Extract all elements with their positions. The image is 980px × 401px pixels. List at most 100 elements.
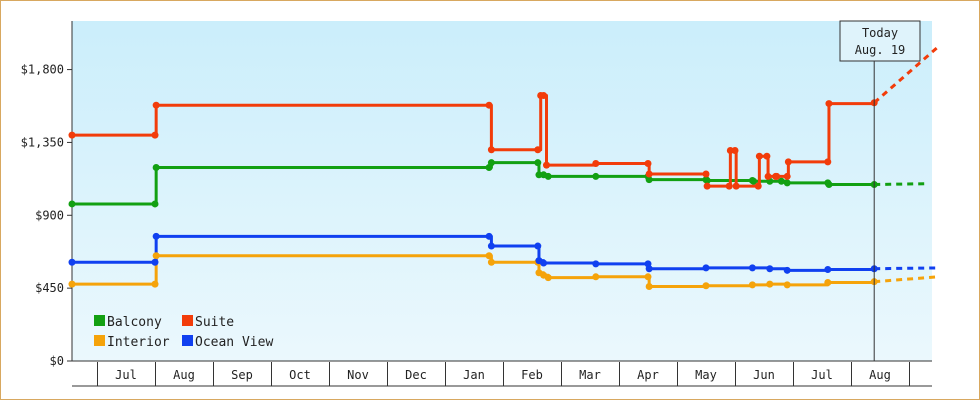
x-tick-label: Aug (173, 368, 195, 382)
data-point (773, 172, 781, 180)
data-point (152, 101, 160, 109)
data-point (544, 172, 552, 180)
x-tick-label: Jul (811, 368, 833, 382)
today-date-label: Aug. 19 (855, 43, 906, 57)
y-tick-label: $1,800 (21, 63, 64, 77)
data-point (151, 258, 159, 266)
data-point (783, 281, 791, 289)
data-point (702, 264, 710, 272)
series-forecast-line (874, 182, 927, 187)
data-point (755, 152, 763, 160)
data-point (151, 200, 159, 208)
data-point (702, 170, 710, 178)
data-point (485, 232, 493, 240)
data-point (487, 159, 495, 167)
data-point (68, 131, 76, 139)
data-point (151, 131, 159, 139)
series-forecast-line (873, 45, 939, 104)
data-point (151, 280, 159, 288)
x-tick-label: Dec (405, 368, 427, 382)
data-point (487, 258, 495, 266)
data-point (645, 283, 653, 291)
x-tick-label: May (695, 368, 717, 382)
data-point (766, 280, 774, 288)
data-point (703, 182, 711, 190)
data-point (764, 172, 772, 180)
y-tick-label: $900 (35, 208, 64, 222)
data-point (754, 182, 762, 190)
data-point (783, 172, 791, 180)
legend-label: Balcony (107, 315, 162, 330)
data-point (783, 179, 791, 187)
data-point (783, 266, 791, 274)
data-point (592, 159, 600, 167)
data-point (485, 252, 493, 260)
x-tick-label: Feb (521, 368, 543, 382)
data-point (544, 274, 552, 282)
data-point (645, 176, 653, 184)
x-tick-label: Apr (637, 368, 659, 382)
data-point (152, 252, 160, 260)
data-point (540, 259, 548, 267)
x-tick-label: Mar (579, 368, 601, 382)
data-point (645, 265, 653, 273)
data-point (592, 273, 600, 281)
plot-area (72, 21, 932, 361)
data-point (592, 260, 600, 268)
data-point (645, 170, 653, 178)
data-point (702, 282, 710, 290)
y-tick-label: $0 (50, 354, 64, 368)
data-point (732, 182, 740, 190)
data-point (824, 158, 832, 166)
data-point (731, 147, 739, 155)
data-point (644, 273, 652, 281)
legend-swatch (182, 315, 193, 326)
data-point (766, 265, 774, 273)
x-tick-label: Aug (869, 368, 891, 382)
data-point (750, 177, 758, 185)
legend-swatch (182, 335, 193, 346)
data-point (540, 91, 548, 99)
data-point (68, 280, 76, 288)
data-point (152, 232, 160, 240)
data-point (703, 176, 711, 184)
data-point (534, 146, 542, 154)
data-point (784, 158, 792, 166)
x-tick-label: Jan (463, 368, 485, 382)
data-point (725, 182, 733, 190)
data-point (644, 159, 652, 167)
data-point (534, 159, 542, 167)
data-point (748, 264, 756, 272)
data-point (534, 242, 542, 250)
legend-label: Ocean View (195, 335, 273, 350)
data-point (592, 172, 600, 180)
legend-swatch (94, 335, 105, 346)
legend-swatch (94, 315, 105, 326)
data-point (68, 258, 76, 266)
data-point (485, 101, 493, 109)
x-tick-label: Sep (231, 368, 253, 382)
y-tick-label: $1,350 (21, 135, 64, 149)
data-point (748, 281, 756, 289)
data-point (152, 164, 160, 172)
legend-label: Interior (107, 335, 170, 350)
x-tick-label: Oct (289, 368, 311, 382)
x-tick-label: Jul (115, 368, 137, 382)
today-callout-box (839, 20, 921, 62)
y-tick-label: $450 (35, 281, 64, 295)
data-point (487, 242, 495, 250)
legend-label: Suite (195, 315, 234, 330)
x-tick-label: Nov (347, 368, 369, 382)
data-point (487, 146, 495, 154)
data-point (824, 278, 832, 286)
x-tick-label: Jun (753, 368, 775, 382)
data-point (824, 266, 832, 274)
data-point (777, 177, 785, 185)
data-point (68, 200, 76, 208)
data-point (763, 152, 771, 160)
data-point (543, 161, 550, 169)
data-point (825, 100, 833, 108)
data-point (825, 181, 833, 189)
